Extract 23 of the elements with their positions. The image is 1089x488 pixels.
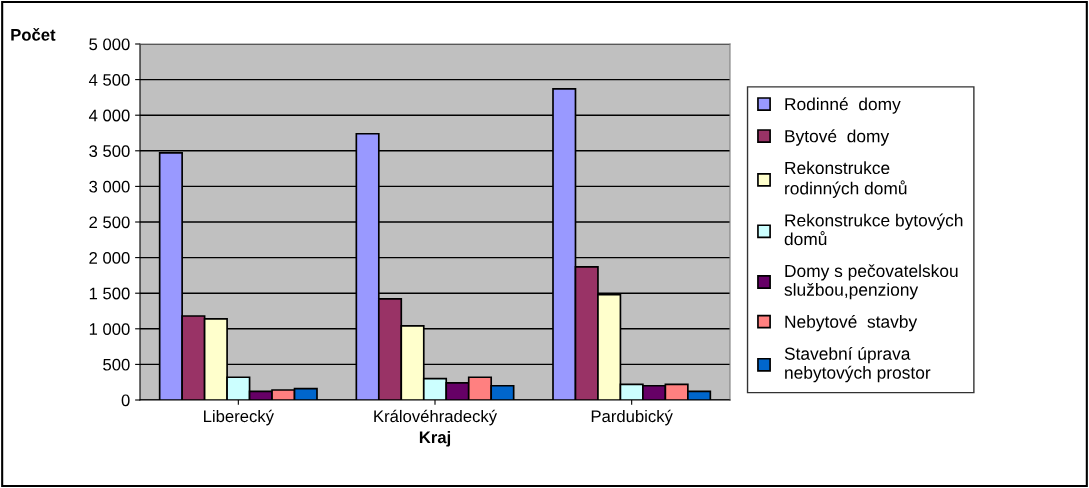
legend-label: Rekonstrukce bytových domů	[784, 213, 963, 246]
y-axis-title: Počet	[11, 28, 56, 41]
legend-label: Bytové domy	[785, 129, 890, 146]
legend-label: Nebytové stavby	[785, 314, 918, 332]
y-tick-label: 3 000	[89, 180, 130, 193]
legend-label: Rodinné domy	[785, 97, 901, 114]
y-tick-label: 1 500	[89, 287, 130, 300]
legend-label: Rekonstrukce rodinných domů	[785, 161, 907, 198]
y-tick-label: 4 500	[88, 74, 130, 86]
y-tick-label: 2 000	[89, 252, 130, 264]
x-tick-label: Královéhradecký	[374, 409, 498, 426]
y-tick-label: 5 000	[89, 38, 130, 51]
y-tick-label: 3 500	[89, 145, 130, 157]
legend-label: Domy s pečovatelskou službou,penziony	[784, 264, 958, 300]
y-tick-label: 4 000	[88, 109, 130, 122]
x-axis-title: Kraj	[419, 431, 451, 447]
y-tick-label: 0	[121, 394, 130, 407]
legend-label: Stavební úprava nebytových prostor	[784, 346, 931, 383]
y-tick-label: 2 500	[89, 216, 130, 229]
x-tick-label: Liberecký	[204, 409, 274, 426]
y-tick-label: 500	[103, 358, 130, 371]
y-tick-label: 1 000	[89, 323, 130, 335]
x-tick-label: Pardubický	[591, 409, 673, 426]
